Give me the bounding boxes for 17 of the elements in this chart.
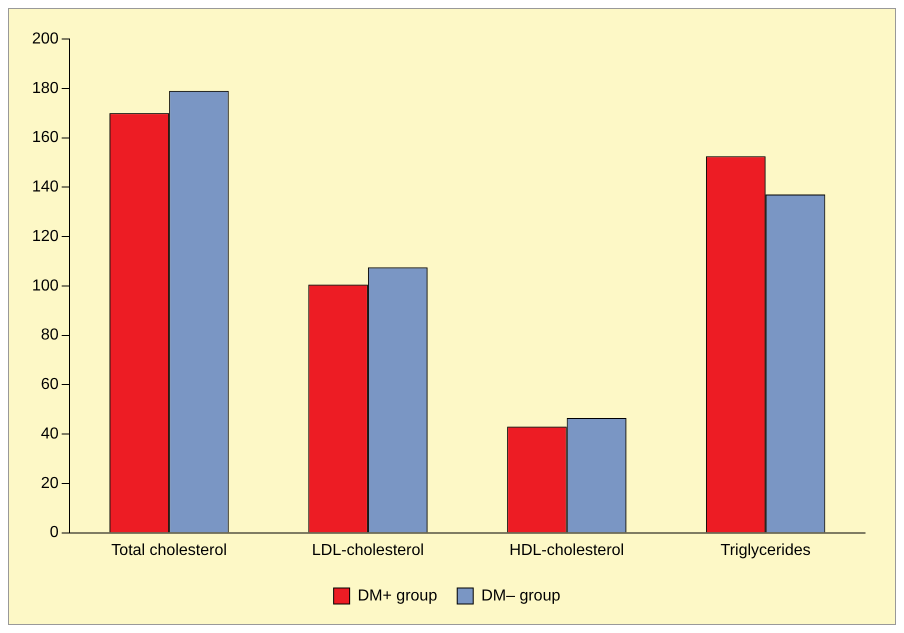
legend-label: DM+ group bbox=[358, 587, 438, 604]
legend-label: DM– group bbox=[481, 587, 560, 604]
y-tick-label: 60 bbox=[40, 376, 59, 394]
y-tick-label: 100 bbox=[32, 277, 59, 294]
y-tick-label: 80 bbox=[40, 326, 59, 344]
x-tick-label: HDL-cholesterol bbox=[509, 542, 624, 559]
y-tick-label: 0 bbox=[50, 524, 59, 542]
x-tick-label: Total cholesterol bbox=[111, 542, 227, 559]
y-tick-label: 120 bbox=[32, 228, 59, 245]
y-tick-label: 40 bbox=[40, 425, 59, 442]
y-tick-label: 160 bbox=[32, 129, 59, 146]
y-tick-label: 140 bbox=[32, 178, 59, 196]
y-tick-label: 20 bbox=[40, 474, 59, 492]
y-tick-label: 200 bbox=[32, 30, 59, 48]
x-tick-label: LDL-cholesterol bbox=[312, 542, 424, 559]
x-tick-label: Triglycerides bbox=[720, 542, 811, 559]
y-tick-label: 180 bbox=[32, 80, 59, 97]
